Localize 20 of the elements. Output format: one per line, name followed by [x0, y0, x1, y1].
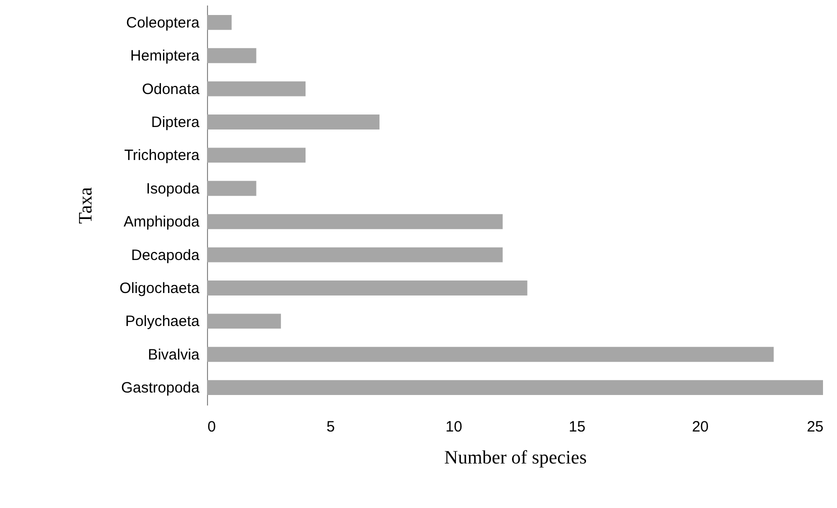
- y-tick-label: Bivalvia: [148, 346, 200, 364]
- y-tick-label: Isopoda: [146, 180, 200, 198]
- x-tick-label: 0: [208, 418, 216, 436]
- x-tick-label: 20: [692, 418, 709, 436]
- y-tick-label: Amphipoda: [124, 214, 200, 231]
- y-tick-label: Diptera: [151, 114, 200, 132]
- x-axis-title: Number of species: [444, 448, 587, 468]
- x-tick-label: 15: [568, 418, 586, 436]
- x-tick-label: 25: [806, 418, 824, 436]
- x-tick-label: 5: [326, 418, 335, 436]
- y-axis-title: Taxa: [75, 186, 96, 224]
- y-tick-label: Hemiptera: [130, 48, 200, 65]
- y-tick-label: Decapoda: [131, 246, 200, 264]
- x-tick-label: 10: [446, 418, 462, 436]
- y-tick-label: Trichoptera: [124, 147, 200, 164]
- y-tick-label: Polychaeta: [125, 313, 200, 330]
- y-tick-label: Odonata: [142, 80, 200, 98]
- y-tick-label: Coleoptera: [126, 14, 200, 32]
- y-tick-label: Oligochaeta: [119, 280, 200, 297]
- y-tick-label: Gastropoda: [121, 380, 200, 397]
